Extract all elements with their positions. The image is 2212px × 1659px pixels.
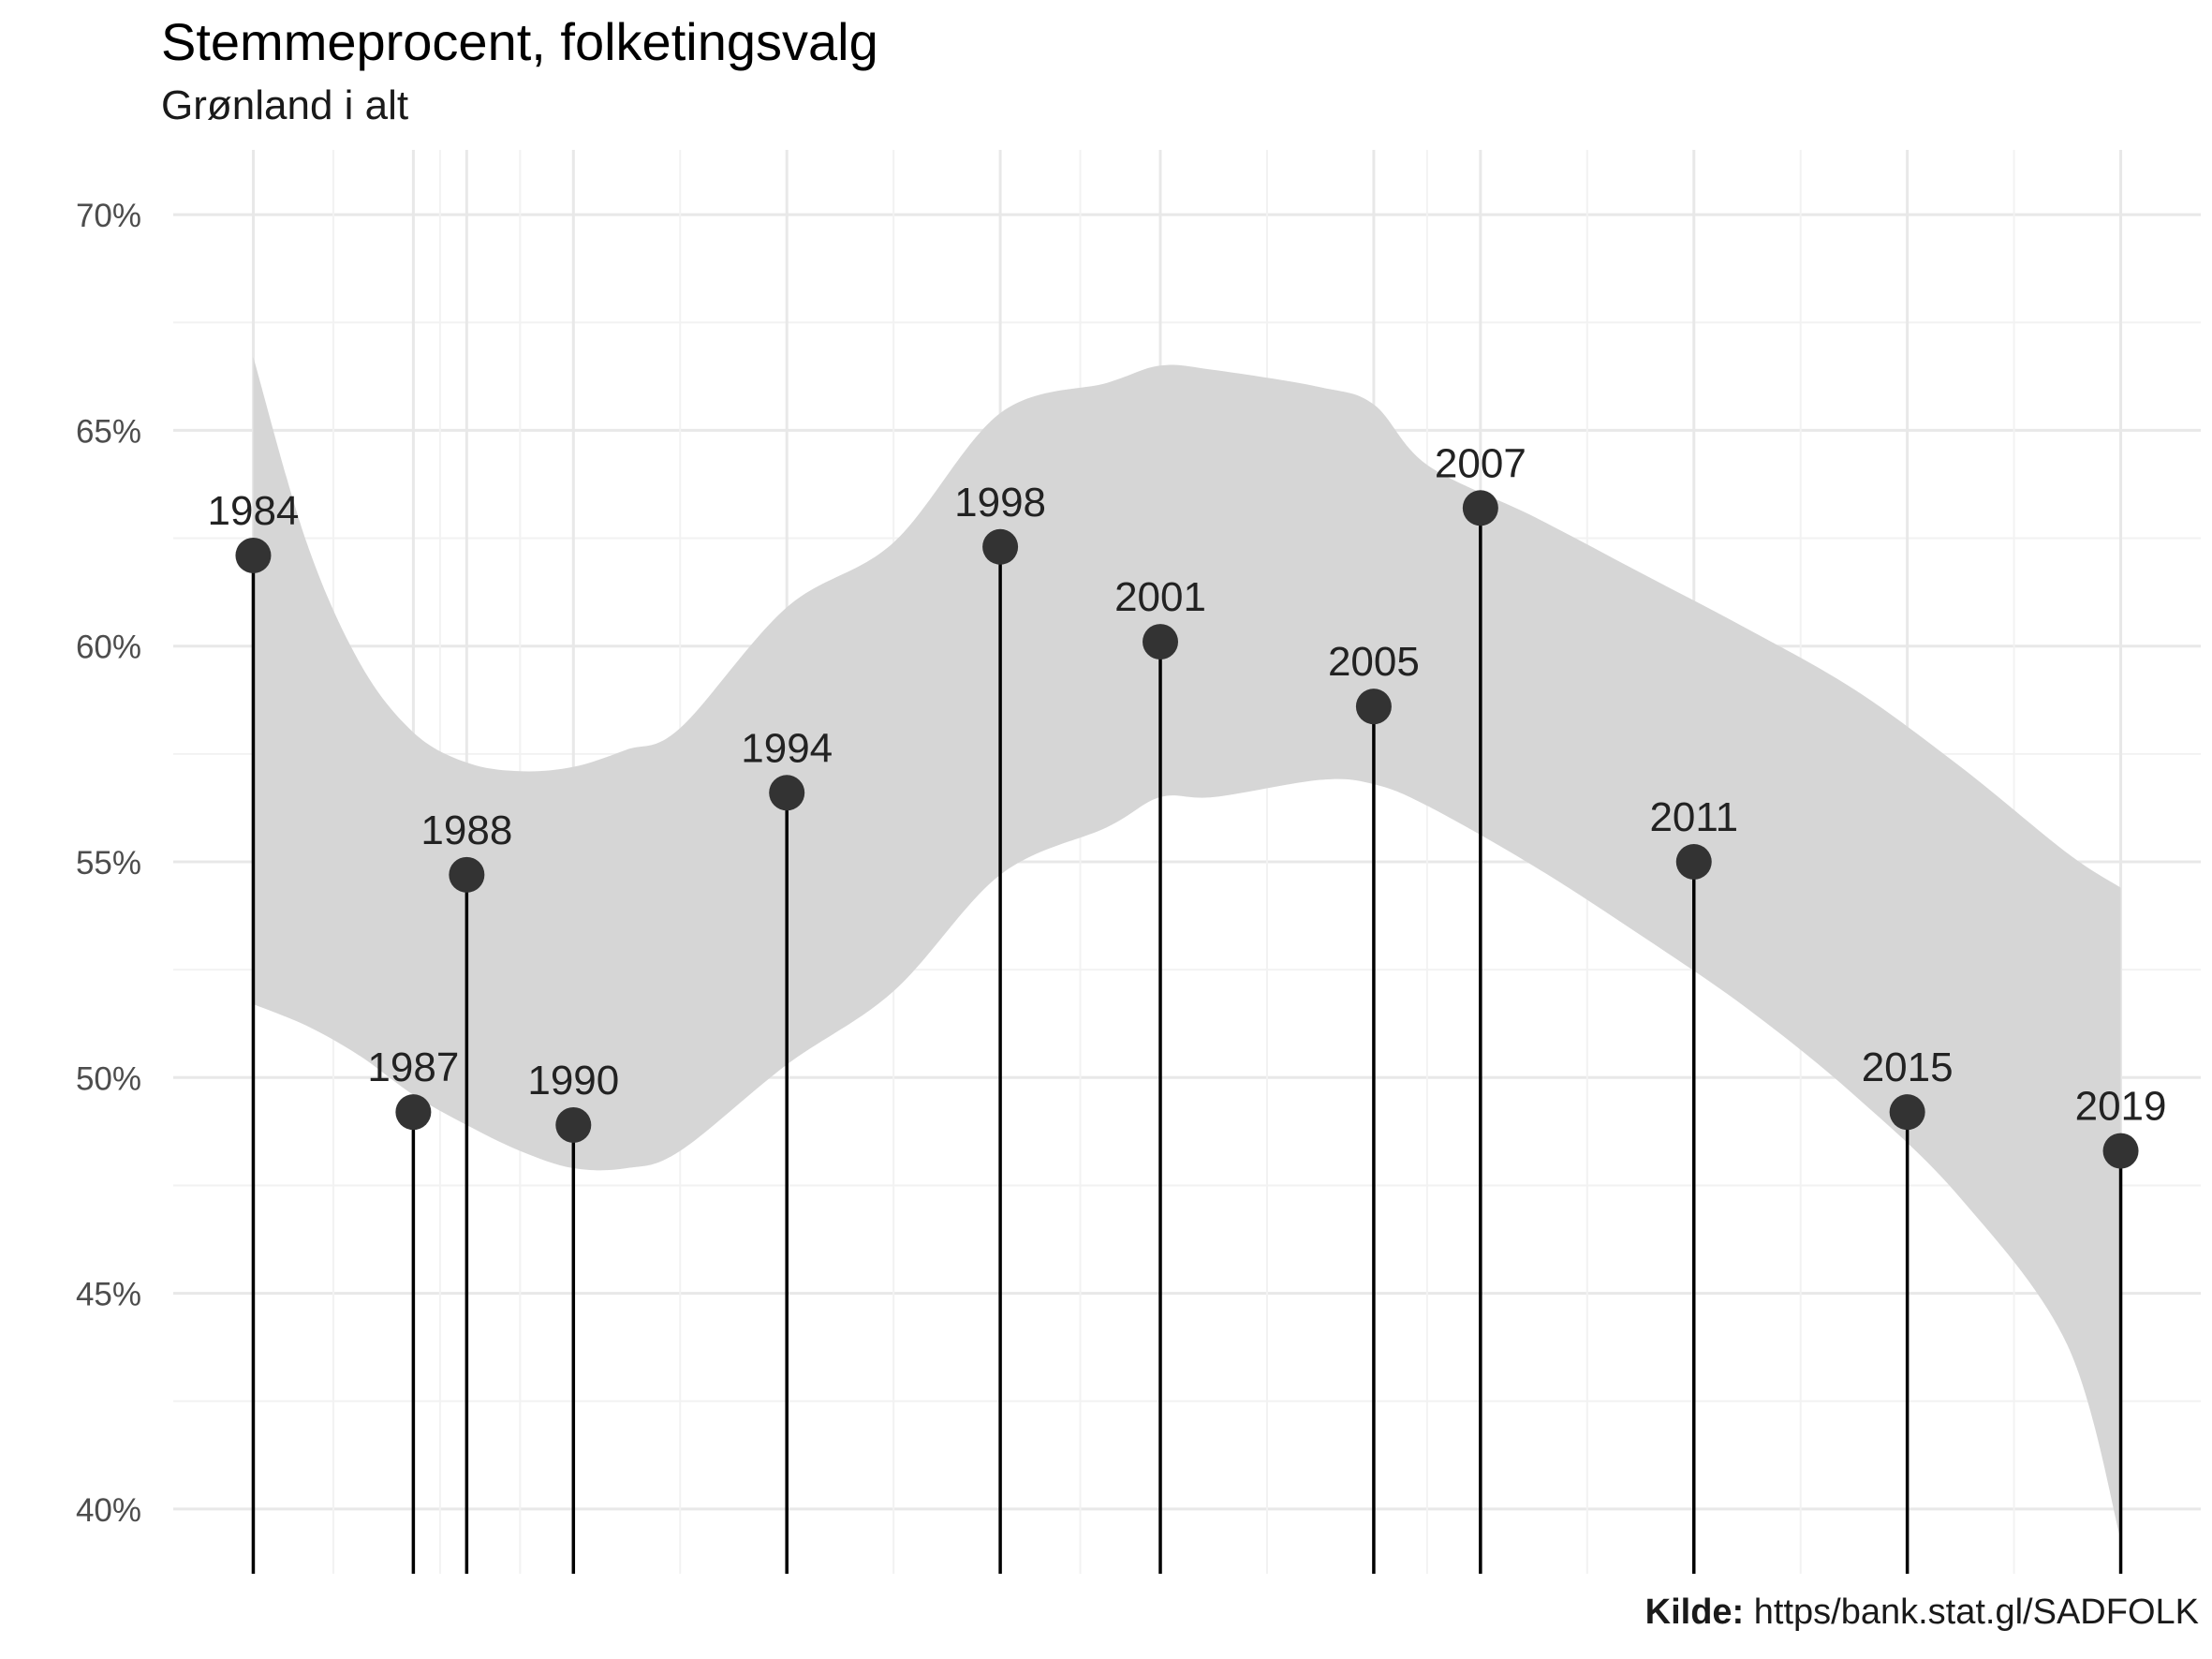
data-point-2015: [1889, 1094, 1925, 1131]
data-point-2001: [1143, 624, 1179, 660]
data-point-1998: [982, 528, 1019, 565]
data-label-1988: 1988: [420, 807, 512, 853]
data-label-1987: 1987: [367, 1044, 459, 1090]
confidence-band: [253, 357, 2121, 1540]
data-label-1984: 1984: [208, 488, 300, 534]
data-label-2007: 2007: [1435, 440, 1526, 486]
chart-subtitle: Grønland i alt: [161, 82, 409, 128]
data-label-2005: 2005: [1328, 639, 1420, 685]
data-label-2015: 2015: [1862, 1044, 1954, 1090]
data-label-2019: 2019: [2075, 1084, 2167, 1130]
y-tick-label: 40%: [76, 1492, 141, 1529]
data-label-2011: 2011: [1649, 794, 1738, 840]
data-label-1994: 1994: [741, 725, 833, 771]
data-point-1988: [449, 856, 485, 893]
data-label-1998: 1998: [954, 480, 1046, 526]
data-label-1990: 1990: [527, 1058, 619, 1104]
data-point-1984: [235, 537, 272, 573]
chart-title: Stemmeprocent, folketingsvalg: [161, 12, 878, 71]
data-point-2005: [1355, 689, 1392, 725]
source-caption-text: https/bank.stat.gl/SADFOLK: [1753, 1592, 2199, 1632]
y-tick-label: 60%: [76, 630, 141, 666]
data-point-1987: [395, 1094, 432, 1131]
y-tick-label: 50%: [76, 1060, 141, 1097]
y-tick-label: 45%: [76, 1277, 141, 1313]
y-tick-label: 55%: [76, 845, 141, 881]
y-tick-label: 70%: [76, 198, 141, 234]
data-point-2011: [1675, 844, 1712, 880]
data-label-2001: 2001: [1114, 574, 1206, 620]
data-point-1994: [769, 775, 805, 811]
data-point-2007: [1462, 490, 1498, 526]
source-caption-label: Kilde:: [1644, 1592, 1745, 1632]
y-tick-label: 65%: [76, 413, 141, 450]
data-point-2019: [2102, 1133, 2139, 1169]
source-caption: Kilde: https/bank.stat.gl/SADFOLK: [1645, 1592, 2199, 1633]
data-point-1990: [555, 1106, 592, 1143]
